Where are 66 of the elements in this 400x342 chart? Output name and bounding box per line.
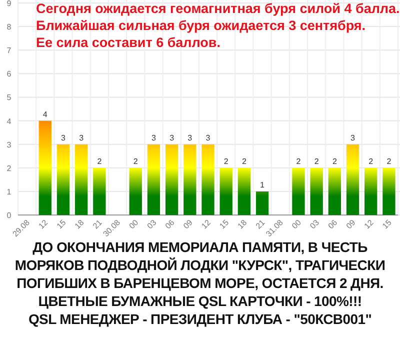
bar [220, 168, 232, 215]
bar [346, 144, 360, 215]
bar [165, 144, 178, 215]
y-tick-label: 8 [6, 22, 12, 32]
bar [38, 120, 52, 215]
data-label: 4 [42, 110, 48, 119]
y-tick-label: 4 [6, 116, 12, 126]
x-tick-label: 03 [145, 218, 159, 231]
bar [256, 191, 269, 215]
x-tick-label: 06 [164, 218, 177, 231]
y-tick-label: 7 [6, 46, 12, 56]
x-tick-label: 00 [290, 218, 304, 231]
data-label: 3 [61, 133, 66, 142]
bar [184, 144, 196, 215]
x-tick-label: 15 [380, 218, 394, 231]
x-tick-label: 21 [91, 218, 104, 231]
x-tick-label: 12 [36, 218, 50, 231]
y-tick-label: 6 [6, 70, 12, 79]
bar [129, 168, 142, 215]
data-label: 3 [170, 133, 175, 142]
data-label: 3 [79, 133, 84, 142]
x-tick-label: 15 [54, 218, 68, 231]
y-tick-label: 2 [6, 164, 12, 173]
data-label: 3 [350, 133, 356, 142]
data-label: 2 [314, 156, 320, 166]
bar [238, 168, 251, 215]
bar [292, 168, 305, 215]
bar [328, 168, 341, 215]
data-label: 2 [296, 156, 302, 166]
x-tick-label: 18 [73, 218, 86, 231]
bar [382, 168, 396, 215]
x-tick-label: 00 [127, 218, 140, 231]
x-tick-label: 09 [182, 218, 195, 231]
data-label: 2 [224, 156, 229, 166]
x-tick-label: 06 [326, 218, 340, 231]
x-tick-label: 18 [236, 218, 249, 231]
y-tick-label: 9 [6, 0, 12, 8]
x-tick-label: 12 [362, 218, 376, 231]
bar [147, 144, 160, 215]
data-label: 3 [206, 133, 211, 142]
data-label: 1 [260, 180, 266, 190]
data-label: 2 [242, 156, 247, 166]
data-label: 2 [368, 156, 374, 166]
data-label: 3 [188, 133, 193, 142]
bar [56, 144, 70, 215]
y-tick-label: 3 [6, 140, 12, 150]
x-tick-label: 21 [254, 218, 268, 231]
data-label: 2 [386, 156, 392, 166]
data-label: 2 [133, 156, 138, 166]
x-tick-label: 09 [344, 218, 358, 231]
data-label: 2 [97, 156, 102, 166]
data-label: 3 [151, 133, 156, 142]
bar [364, 168, 378, 215]
bar [93, 168, 106, 215]
y-tick-label: 0 [6, 211, 12, 220]
bar [75, 144, 88, 215]
bar [310, 168, 323, 215]
data-label: 2 [332, 156, 338, 166]
y-tick-label: 1 [6, 187, 12, 196]
bar [202, 144, 214, 215]
y-tick-label: 5 [6, 93, 12, 102]
text: ДО ОКОНЧАНИЯ МЕМОРИАЛА ПАМЯТИ, В ЧЕСТЬ МОРЯКОВ ПОДВОДНОЙ ЛОДКИ "КУРСК", ТРАГИЧЕСКИ ПОГИБШИХ В БАРЕНЦЕВОМ МОРЕ, ОСТАЕТСЯ 2 ДНЯ. ЦВЕТНЫЕ БУМАЖНЫЕ QSL КАРТОЧКИ - 100%!!! QSL МЕНЕДЖЕР - ПРЕЗИДЕНТ КЛУБА - "50КСВ001" [14, 239, 386, 327]
text: Сегодня ожидается геомагнитная буря силой 4 балла. Ближайшая сильная буря ожидается 3 сентября. Ее сила составит 6 баллов. [36, 1, 400, 50]
x-tick-label: 15 [218, 218, 231, 231]
x-tick-label: 12 [200, 218, 213, 231]
x-tick-label: 03 [308, 218, 322, 231]
